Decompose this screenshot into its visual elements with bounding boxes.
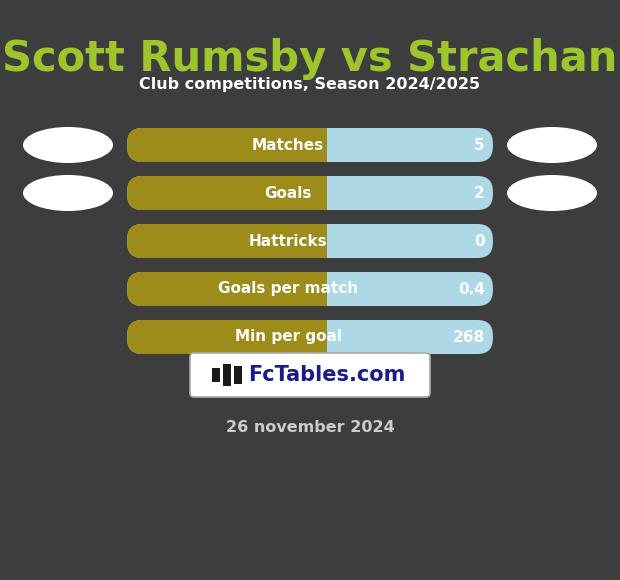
Bar	[310, 272, 327, 306]
FancyBboxPatch shape	[127, 128, 326, 162]
Text: Goals per match: Goals per match	[218, 281, 358, 296]
FancyBboxPatch shape	[127, 224, 326, 258]
FancyBboxPatch shape	[127, 320, 493, 354]
Text: 268: 268	[453, 329, 485, 345]
Text: Goals: Goals	[264, 186, 312, 201]
Text: 26 november 2024: 26 november 2024	[226, 420, 394, 435]
Bar	[234, 366, 242, 384]
Text: Hattricks: Hattricks	[249, 234, 327, 248]
Bar	[212, 368, 220, 382]
FancyBboxPatch shape	[127, 176, 493, 210]
FancyBboxPatch shape	[127, 320, 326, 354]
FancyBboxPatch shape	[127, 176, 326, 210]
Text: Matches: Matches	[252, 137, 324, 153]
Text: Min per goal: Min per goal	[234, 329, 342, 345]
Bar	[310, 320, 327, 354]
FancyBboxPatch shape	[190, 353, 430, 397]
Text: 2: 2	[474, 186, 485, 201]
Ellipse shape	[23, 127, 113, 163]
Bar	[310, 128, 327, 162]
Text: FcTables.com: FcTables.com	[248, 365, 405, 385]
FancyBboxPatch shape	[127, 128, 493, 162]
FancyBboxPatch shape	[127, 224, 493, 258]
Ellipse shape	[23, 175, 113, 211]
Bar	[310, 224, 327, 258]
Ellipse shape	[507, 127, 597, 163]
Text: 5: 5	[474, 137, 485, 153]
FancyBboxPatch shape	[127, 272, 493, 306]
Bar	[223, 364, 231, 386]
FancyBboxPatch shape	[127, 272, 326, 306]
Text: 0: 0	[474, 234, 485, 248]
Text: 0.4: 0.4	[458, 281, 485, 296]
Bar	[310, 176, 327, 210]
Text: Scott Rumsby vs Strachan: Scott Rumsby vs Strachan	[2, 38, 618, 80]
Text: Club competitions, Season 2024/2025: Club competitions, Season 2024/2025	[140, 77, 480, 92]
Ellipse shape	[507, 175, 597, 211]
